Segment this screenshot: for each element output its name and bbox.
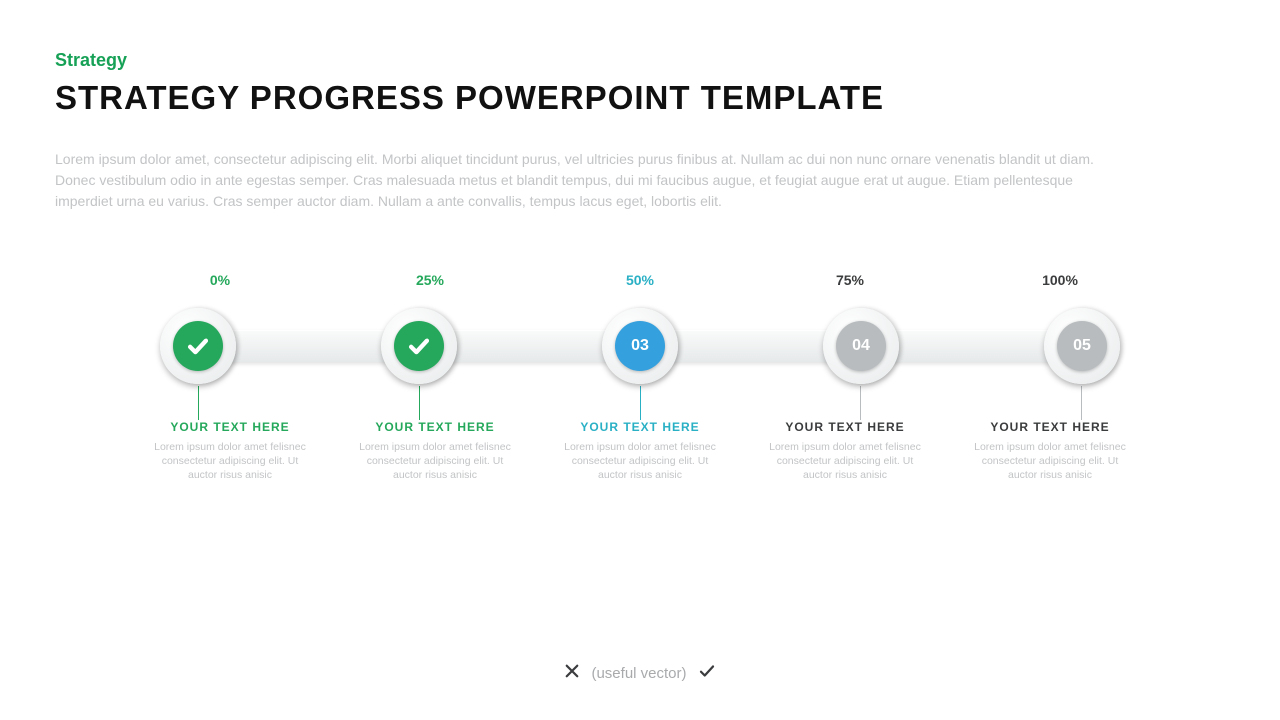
intro-paragraph: Lorem ipsum dolor amet, consectetur adip…	[55, 149, 1115, 212]
connector-line	[640, 386, 641, 420]
progress-nodes: 03 04 05	[140, 306, 1140, 386]
node-checkmark	[173, 321, 223, 371]
percent-label: 50%	[580, 272, 700, 288]
progress-node: 03	[602, 308, 678, 384]
node-number: 04	[836, 321, 886, 371]
step-label: YOUR TEXT HERE Lorem ipsum dolor amet fel…	[345, 420, 525, 483]
x-icon	[563, 662, 581, 684]
step-label: YOUR TEXT HERE Lorem ipsum dolor amet fel…	[755, 420, 935, 483]
connector-line	[419, 386, 420, 420]
step-label-title: YOUR TEXT HERE	[960, 420, 1140, 434]
label-row: YOUR TEXT HERE Lorem ipsum dolor amet fel…	[140, 420, 1140, 483]
step-label-body: Lorem ipsum dolor amet felisnec consecte…	[755, 440, 935, 483]
timeline: 0% 25% 50% 75% 100% 03 04 05 YOUR TEXT HERE Lor…	[140, 272, 1140, 483]
step-label: YOUR TEXT HERE Lorem ipsum dolor amet fel…	[140, 420, 320, 483]
connector-line	[1081, 386, 1082, 420]
step-label-title: YOUR TEXT HERE	[345, 420, 525, 434]
step-label: YOUR TEXT HERE Lorem ipsum dolor amet fel…	[550, 420, 730, 483]
step-label-body: Lorem ipsum dolor amet felisnec consecte…	[550, 440, 730, 483]
footer-text: (useful vector)	[591, 665, 686, 682]
connector-row	[140, 386, 1140, 420]
percent-label: 25%	[370, 272, 490, 288]
step-label-title: YOUR TEXT HERE	[140, 420, 320, 434]
step-label-title: YOUR TEXT HERE	[550, 420, 730, 434]
step-label: YOUR TEXT HERE Lorem ipsum dolor amet fel…	[960, 420, 1140, 483]
page-title: STRATEGY PROGRESS POWERPOINT TEMPLATE	[55, 79, 1225, 117]
percent-label: 0%	[160, 272, 280, 288]
node-number: 03	[615, 321, 665, 371]
progress-node: 04	[823, 308, 899, 384]
percent-row: 0% 25% 50% 75% 100%	[140, 272, 1140, 288]
step-label-body: Lorem ipsum dolor amet felisnec consecte…	[960, 440, 1140, 483]
step-label-title: YOUR TEXT HERE	[755, 420, 935, 434]
progress-node	[160, 308, 236, 384]
node-checkmark	[394, 321, 444, 371]
connector-line	[860, 386, 861, 420]
slide: Strategy STRATEGY PROGRESS POWERPOINT TE…	[0, 0, 1280, 483]
connector-line	[198, 386, 199, 420]
progress-node	[381, 308, 457, 384]
percent-label: 75%	[790, 272, 910, 288]
percent-label: 100%	[1000, 272, 1120, 288]
eyebrow: Strategy	[55, 50, 1225, 71]
step-label-body: Lorem ipsum dolor amet felisnec consecte…	[140, 440, 320, 483]
step-label-body: Lorem ipsum dolor amet felisnec consecte…	[345, 440, 525, 483]
node-number: 05	[1057, 321, 1107, 371]
footer: (useful vector)	[0, 662, 1280, 684]
progress-node: 05	[1044, 308, 1120, 384]
progress-bar: 03 04 05	[140, 306, 1140, 386]
check-icon	[697, 662, 717, 684]
